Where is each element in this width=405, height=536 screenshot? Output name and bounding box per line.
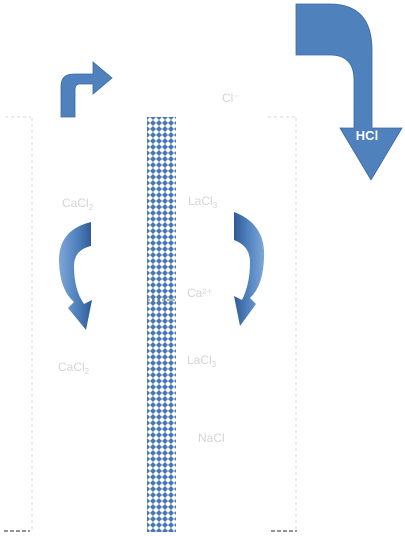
label-right-upper-main: LaCl [188,194,213,208]
bent-down-arrow-icon: HCl [295,3,403,181]
label-left-upper: CaCl2 [62,196,94,212]
label-left-upper-sub: 2 [89,203,94,212]
label-right-upper: LaCl3 [188,194,218,210]
circular-arrow-left-icon [58,222,92,330]
ion-exchange-membrane [147,117,176,532]
label-right-upper-sub: 3 [213,201,218,210]
label-left-lower: CaCl2 [58,360,90,376]
label-left-lower-sub: 2 [85,367,90,376]
curved-up-right-arrow-icon [60,61,113,118]
label-right-lower: LaCl3 [187,353,217,369]
label-mid-right: Ca²⁺ [187,286,213,300]
label-top-center: Cl⁻ [222,91,240,105]
hcl-label: HCl [356,128,378,143]
circular-arrow-right-icon [234,212,265,326]
cell-outline [5,116,297,530]
label-left-upper-main: CaCl [62,196,89,210]
label-bottom-right: NaCl [198,431,225,445]
label-left-lower-main: CaCl [58,360,85,374]
label-right-lower-sub: 3 [212,360,217,369]
label-right-lower-main: LaCl [187,353,212,367]
